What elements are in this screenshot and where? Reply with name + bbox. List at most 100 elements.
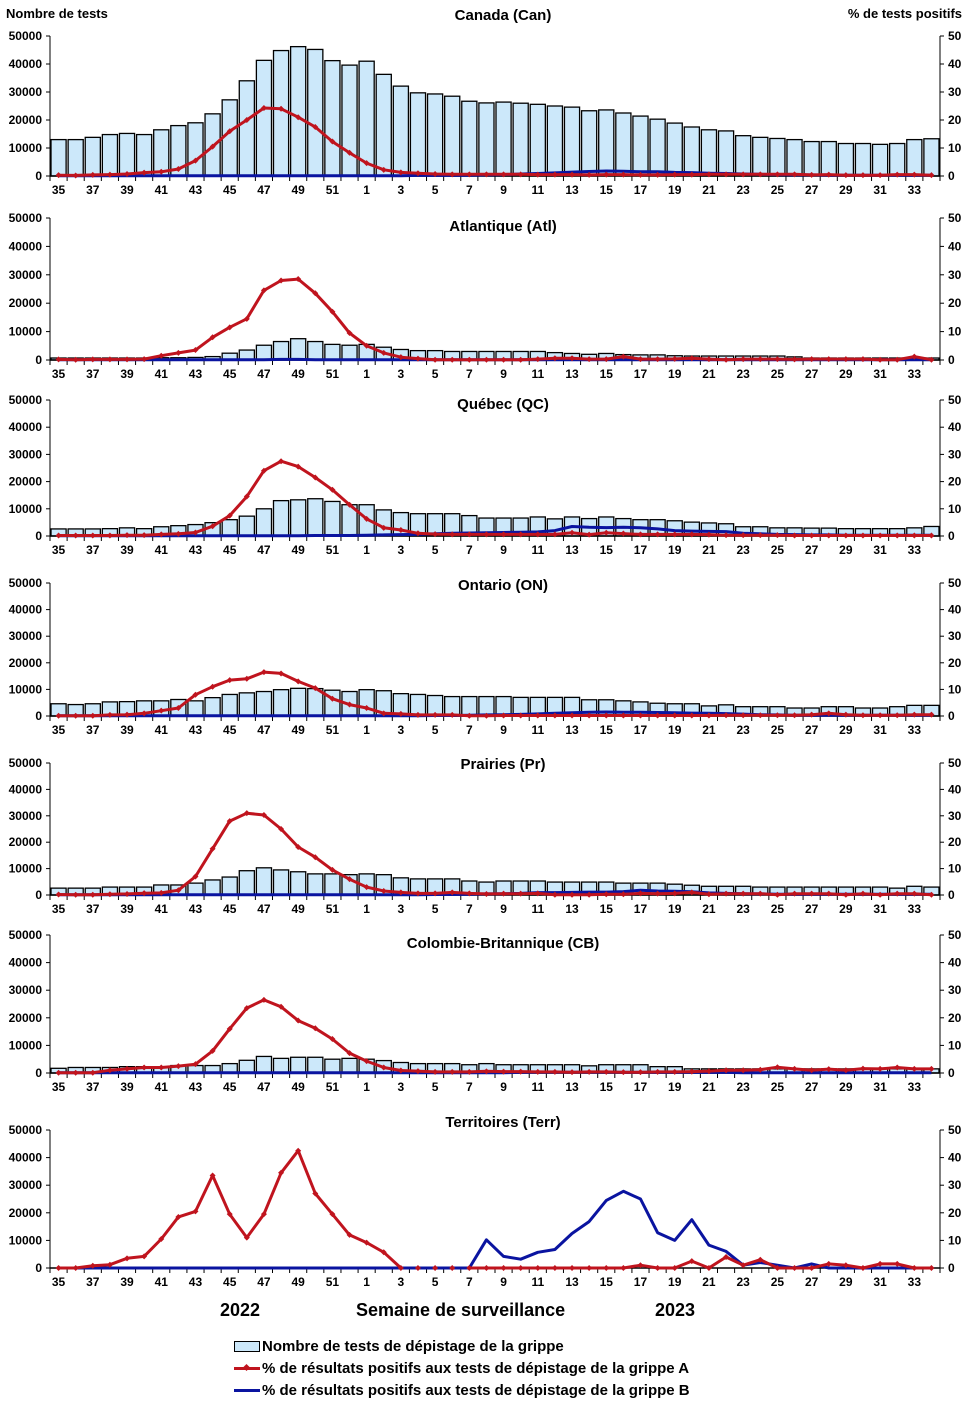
flu-a-marker (586, 1265, 593, 1271)
bar (255, 867, 273, 896)
x-tick-label: 37 (86, 1275, 100, 1289)
x-tick-label: 11 (531, 367, 544, 381)
flu-a-marker (209, 845, 216, 852)
flu-a-marker (106, 356, 113, 363)
flu-a-marker (740, 356, 747, 363)
bar (341, 64, 358, 177)
bar (238, 80, 256, 177)
flu-a-marker (329, 308, 336, 315)
right-tick-label: 30 (948, 447, 962, 461)
flu-a-marker (723, 532, 730, 539)
x-tick-label: 21 (702, 1275, 716, 1289)
x-tick-label: 45 (223, 723, 237, 737)
flu-a-marker (414, 530, 421, 537)
bar (289, 871, 307, 896)
flu-a-line (58, 811, 932, 897)
flu-a-marker (569, 355, 576, 362)
right-tick-label: 10 (948, 1233, 962, 1247)
x-tick-label: 31 (873, 1275, 887, 1289)
x-tick-label: 11 (531, 1080, 544, 1094)
flu-a-marker (192, 529, 199, 536)
left-tick-label: 20000 (9, 835, 43, 849)
flu-a-marker (158, 707, 165, 714)
flu-a-marker (449, 531, 456, 538)
x-tick-label: 45 (223, 1275, 237, 1289)
flu-a-marker (141, 532, 148, 539)
right-tick-label: 50 (948, 29, 962, 43)
flu-a-marker (89, 712, 96, 719)
flu-a-marker (517, 531, 524, 538)
x-tick-label: 29 (839, 183, 853, 197)
left-tick-label: 40000 (9, 782, 43, 796)
left-tick-label: 10000 (9, 1038, 43, 1052)
flu-a-marker (278, 458, 285, 465)
flu-a-marker (534, 890, 541, 897)
flu-a-marker (928, 532, 935, 539)
left-tick-label: 20000 (9, 475, 43, 489)
x-tick-label: 41 (155, 183, 169, 197)
flu-a-marker (654, 1068, 661, 1075)
flu-a-marker (517, 1265, 524, 1271)
flu-a-marker (312, 290, 319, 297)
panel-title: Québec (QC) (457, 396, 549, 413)
bar (255, 690, 273, 717)
x-tick-label: 29 (839, 367, 853, 381)
flu-a-line (469, 1255, 932, 1270)
flu-a-marker (500, 356, 507, 363)
left-tick-label: 30000 (9, 447, 43, 461)
flu-a-marker (551, 1068, 558, 1075)
left-tick-label: 10000 (9, 502, 43, 516)
panel-title: Canada (Can) (455, 7, 552, 24)
flu-a-marker (346, 330, 353, 337)
flu-a-marker (312, 1025, 319, 1032)
bar (204, 696, 221, 717)
left-tick-label: 50000 (9, 928, 43, 942)
left-tick-label: 50000 (9, 1123, 43, 1137)
flu-a-marker (124, 1255, 131, 1262)
flu-a-marker (432, 1265, 439, 1271)
bar (67, 138, 84, 177)
flu-a-marker (192, 1061, 199, 1068)
flu-a-marker (671, 1068, 678, 1075)
flu-a-marker (791, 171, 798, 178)
x-tick-label: 13 (565, 543, 579, 557)
flu-a-marker (654, 171, 661, 178)
flu-a-marker (466, 1068, 473, 1075)
flu-a-marker (278, 277, 285, 284)
flu-a-marker (774, 1064, 781, 1071)
flu-a-marker (723, 1253, 730, 1260)
flu-a-marker (158, 352, 165, 359)
x-tick-label: 37 (86, 367, 100, 381)
flu-a-marker (894, 890, 901, 897)
x-tick-label: 51 (326, 902, 340, 916)
left-tick-label: 30000 (9, 629, 43, 643)
panel-title: Prairies (Pr) (460, 756, 545, 773)
x-tick-label: 13 (565, 367, 579, 381)
flu-a-marker (209, 143, 216, 150)
left-tick-label: 20000 (9, 1206, 43, 1220)
bar (820, 140, 837, 177)
panel-3: Québec (QC) 0 10000 20000 30000 40000 50000 0 10… (9, 393, 962, 557)
flu-a-marker (295, 463, 302, 470)
flu-a-marker (192, 157, 199, 164)
flu-a-marker (791, 1065, 798, 1072)
flu-a-marker (569, 891, 576, 898)
flu-a-marker (209, 1172, 216, 1179)
bar (923, 138, 940, 177)
right-tick-label: 50 (948, 576, 962, 590)
flu-a-marker (278, 1003, 285, 1010)
x-tick-label: 1 (363, 902, 370, 916)
x-tick-label: 31 (873, 902, 887, 916)
flu-a-marker (278, 1169, 285, 1176)
x-tick-label: 19 (668, 1275, 682, 1289)
flu-a-marker (586, 1068, 593, 1075)
flu-a-marker (72, 1069, 79, 1076)
flu-a-marker (432, 711, 439, 718)
x-tick-label: 17 (634, 1275, 648, 1289)
flu-a-marker (620, 712, 627, 719)
right-tick-label: 20 (948, 835, 962, 849)
flu-a-marker (380, 1249, 387, 1256)
x-tick-label: 47 (257, 1275, 271, 1289)
flu-a-marker (859, 532, 866, 539)
bar (700, 129, 718, 177)
